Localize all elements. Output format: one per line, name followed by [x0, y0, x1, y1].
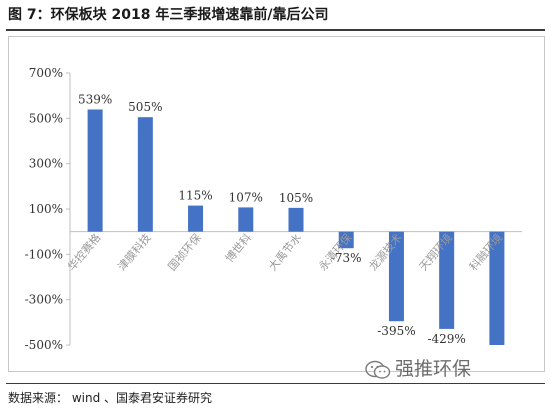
bar	[288, 207, 304, 232]
wechat-icon	[365, 360, 391, 379]
data-label: 105%	[279, 191, 313, 205]
bar	[489, 231, 505, 345]
y-tick-label: 100%	[29, 202, 63, 216]
figure-title: 图 7：环保板块 2018 年三季报增速靠前/靠后公司	[8, 7, 329, 23]
chart-frame	[8, 36, 545, 372]
y-tick-label: 700%	[29, 66, 63, 80]
source-divider	[6, 383, 545, 384]
category-label: 津膜科技	[115, 231, 154, 274]
bar	[238, 207, 254, 232]
data-label: -73%	[331, 251, 362, 265]
y-tick-label: -100%	[25, 247, 63, 261]
data-label: 107%	[229, 190, 263, 204]
data-label: 115%	[178, 189, 212, 203]
data-label: -429%	[427, 332, 465, 346]
watermark-text: 强推环保	[395, 358, 472, 380]
y-tick-label: -500%	[25, 338, 63, 352]
bar	[338, 231, 354, 249]
y-tick-label: -300%	[25, 293, 63, 307]
data-label: 539%	[78, 92, 112, 106]
bar	[388, 231, 404, 322]
bar	[439, 231, 455, 329]
category-label: 博世科	[222, 231, 254, 265]
watermark: 强推环保	[365, 354, 471, 384]
data-label: 505%	[128, 100, 162, 114]
category-label: 大禹节水	[265, 231, 304, 274]
data-label: -395%	[377, 324, 415, 338]
y-tick-label: 300%	[29, 157, 63, 171]
bar	[137, 117, 153, 232]
bar	[188, 205, 204, 232]
title-divider	[6, 29, 545, 31]
y-tick-label: 500%	[29, 111, 63, 125]
category-label: 国祯环保	[165, 231, 204, 274]
source-note: 数据来源： wind 、国泰君安证券研究	[8, 391, 213, 405]
bar	[87, 109, 103, 232]
